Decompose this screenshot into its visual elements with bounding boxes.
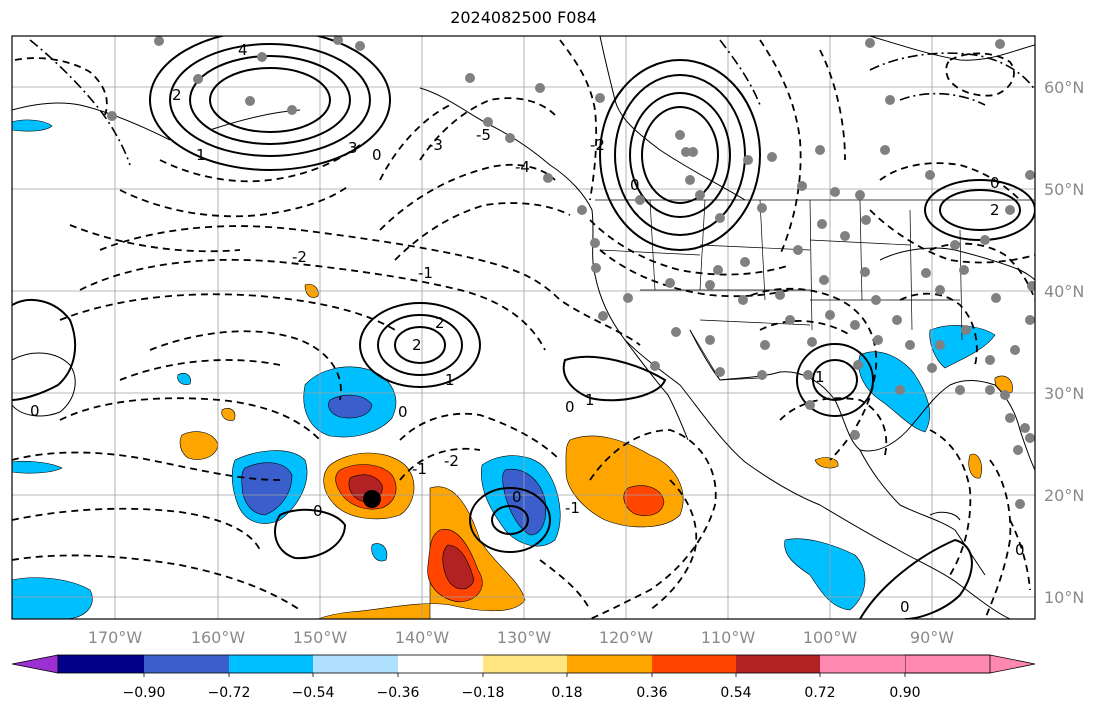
colorbar-segment bbox=[820, 655, 905, 673]
colorbar-tick-label: −0.18 bbox=[462, 685, 505, 701]
contour-label: 2 bbox=[172, 86, 182, 104]
contour-label: -2 bbox=[292, 248, 307, 266]
colorbar-segment bbox=[398, 655, 483, 673]
contour-label: 1 bbox=[815, 368, 825, 386]
colorbar-segment bbox=[229, 655, 313, 673]
lon-label: 160°W bbox=[191, 628, 246, 647]
contour-label: -1 bbox=[565, 499, 580, 517]
station-markers bbox=[107, 36, 1035, 509]
positive-core-dark bbox=[442, 544, 475, 590]
contour-labels: 4 3 2 1 0 -1 -2 -3 -4 -5 2 1 0 0 -2 -1 0… bbox=[30, 41, 1025, 616]
colorbar-tick-label: 0.18 bbox=[551, 685, 582, 701]
contour-label: 0 bbox=[900, 598, 910, 616]
lat-label: 50°N bbox=[1044, 180, 1084, 199]
positive-core bbox=[623, 485, 665, 516]
lon-label: 120°W bbox=[599, 628, 654, 647]
colorbar-segment bbox=[58, 655, 144, 673]
positive-region bbox=[179, 431, 219, 460]
colorbar-segment bbox=[313, 655, 398, 673]
positive-region bbox=[968, 453, 982, 479]
contour-label: 1 bbox=[196, 146, 206, 164]
lon-label: 90°W bbox=[910, 628, 954, 647]
contour-label: -5 bbox=[476, 126, 491, 144]
negative-region bbox=[858, 351, 931, 433]
map-frame bbox=[11, 35, 1036, 620]
lon-label: 130°W bbox=[497, 628, 552, 647]
colorbar-segment bbox=[144, 655, 229, 673]
contour-label: 1 bbox=[585, 391, 595, 409]
contour-label: 0 bbox=[398, 403, 408, 421]
contour-label: -2 bbox=[444, 452, 459, 470]
contour-dashdot bbox=[29, 39, 1035, 166]
contour-label: 0 bbox=[1015, 541, 1025, 559]
lat-label: 20°N bbox=[1044, 486, 1084, 505]
latitude-labels: 60°N 50°N 40°N 30°N 20°N 10°N bbox=[1044, 78, 1084, 607]
colorbar-segment bbox=[652, 655, 736, 673]
contour-label: -1 bbox=[412, 460, 427, 478]
positive-region bbox=[814, 457, 839, 469]
lon-label: 170°W bbox=[88, 628, 143, 647]
contour-label: -4 bbox=[515, 158, 530, 176]
contour-label: 0 bbox=[565, 398, 575, 416]
colorbar-right-arrow bbox=[904, 654, 1036, 674]
lon-label: 140°W bbox=[395, 628, 450, 647]
negative-region bbox=[784, 538, 866, 611]
contour-label: -1 bbox=[418, 264, 433, 282]
contour-label: 2 bbox=[435, 314, 445, 332]
lon-label: 150°W bbox=[293, 628, 348, 647]
contour-label: 2 bbox=[412, 336, 422, 354]
contour-label: 0 bbox=[30, 402, 40, 420]
map-title: 2024082500 F084 bbox=[450, 8, 597, 27]
graticule bbox=[12, 36, 1035, 619]
colorbar-tick-label: −0.90 bbox=[123, 685, 166, 701]
storm-center-marker bbox=[363, 490, 381, 508]
contour-dashed bbox=[12, 39, 1035, 619]
contour-label: 0 bbox=[990, 174, 1000, 192]
contour-label: 3 bbox=[348, 139, 358, 157]
negative-core bbox=[328, 394, 373, 419]
negative-region bbox=[177, 372, 191, 385]
contour-label: -2 bbox=[590, 136, 605, 154]
colorbar-segment bbox=[483, 655, 567, 673]
colorbar-tick-label: 0.90 bbox=[889, 685, 920, 701]
colorbar-tick-label: 0.72 bbox=[804, 685, 835, 701]
map-plot-area: 4 3 2 1 0 -1 -2 -3 -4 -5 2 1 0 0 -2 -1 0… bbox=[12, 36, 1035, 619]
colorbar-tick-label: −0.72 bbox=[208, 685, 251, 701]
lon-label: 100°W bbox=[803, 628, 858, 647]
longitude-labels: 170°W 160°W 150°W 140°W 130°W 120°W 110°… bbox=[88, 628, 954, 647]
negative-region bbox=[371, 543, 388, 562]
colorbar-tick-label: −0.54 bbox=[292, 685, 335, 701]
lat-label: 30°N bbox=[1044, 384, 1084, 403]
colorbar-segment bbox=[567, 655, 652, 673]
negative-region bbox=[12, 577, 93, 619]
positive-region bbox=[221, 408, 236, 421]
contour-label: 2 bbox=[990, 201, 1000, 219]
colorbar-segment bbox=[736, 655, 820, 673]
contour-label: 0 bbox=[313, 502, 323, 520]
contour-label: 1 bbox=[445, 371, 455, 389]
contour-label: 0 bbox=[372, 146, 382, 164]
lat-label: 10°N bbox=[1044, 588, 1084, 607]
contour-label: 4 bbox=[238, 41, 248, 59]
colorbar-tick-label: 0.54 bbox=[720, 685, 751, 701]
lat-label: 40°N bbox=[1044, 282, 1084, 301]
shaded-anomalies bbox=[12, 119, 1013, 619]
lat-label: 60°N bbox=[1044, 78, 1084, 97]
lon-label: 110°W bbox=[701, 628, 756, 647]
colorbar-tick-label: −0.36 bbox=[377, 685, 420, 701]
colorbar: −0.90 −0.72 −0.54 −0.36 −0.18 0.18 0.36 … bbox=[11, 654, 1036, 701]
colorbar-left-arrow bbox=[11, 654, 59, 674]
contour-label: -3 bbox=[428, 136, 443, 154]
negative-region bbox=[12, 460, 63, 474]
colorbar-tick-label: 0.36 bbox=[636, 685, 667, 701]
negative-region bbox=[12, 119, 53, 132]
contour-label: 0 bbox=[630, 176, 640, 194]
contour-label: 0 bbox=[512, 488, 522, 506]
